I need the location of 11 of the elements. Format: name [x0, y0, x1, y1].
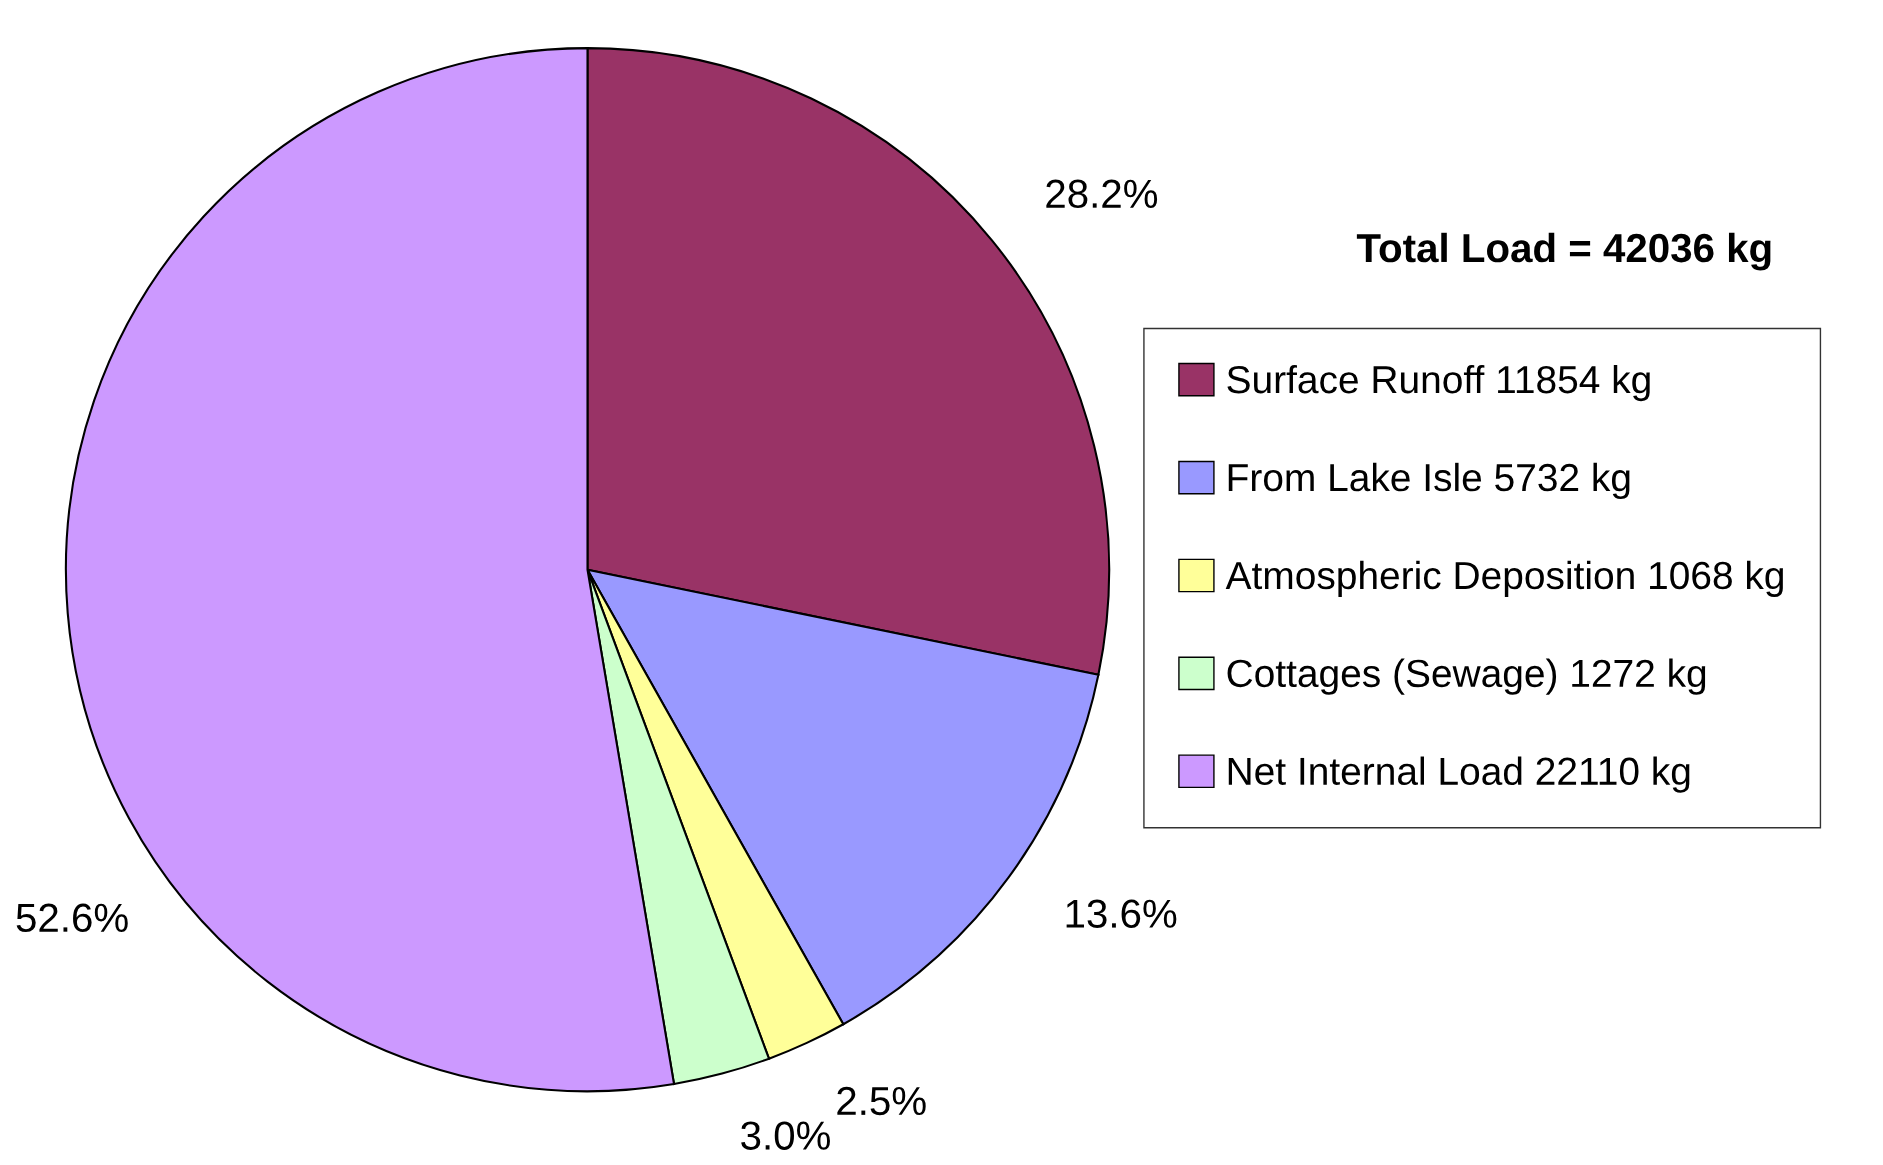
- legend-label: Surface Runoff 11854 kg: [1227, 364, 1650, 402]
- data-label: 13.6%: [1066, 899, 1177, 928]
- legend-label: Net Internal Load 22110 kg: [1228, 756, 1690, 793]
- data-label: 3.0%: [741, 1121, 830, 1150]
- text: Total Load = 42036 kg: [1356, 232, 1771, 271]
- data-label: 2.5%: [837, 1086, 926, 1116]
- data-label: 52.6%: [16, 903, 128, 933]
- legend-label: Cottages (Sewage) 1272 kg: [1227, 658, 1706, 695]
- legend-label: From Lake Isle 5732 kg: [1228, 462, 1630, 500]
- legend-label: Atmospheric Deposition 1068 kg: [1225, 560, 1783, 597]
- data-label: 28.2%: [1046, 179, 1158, 209]
